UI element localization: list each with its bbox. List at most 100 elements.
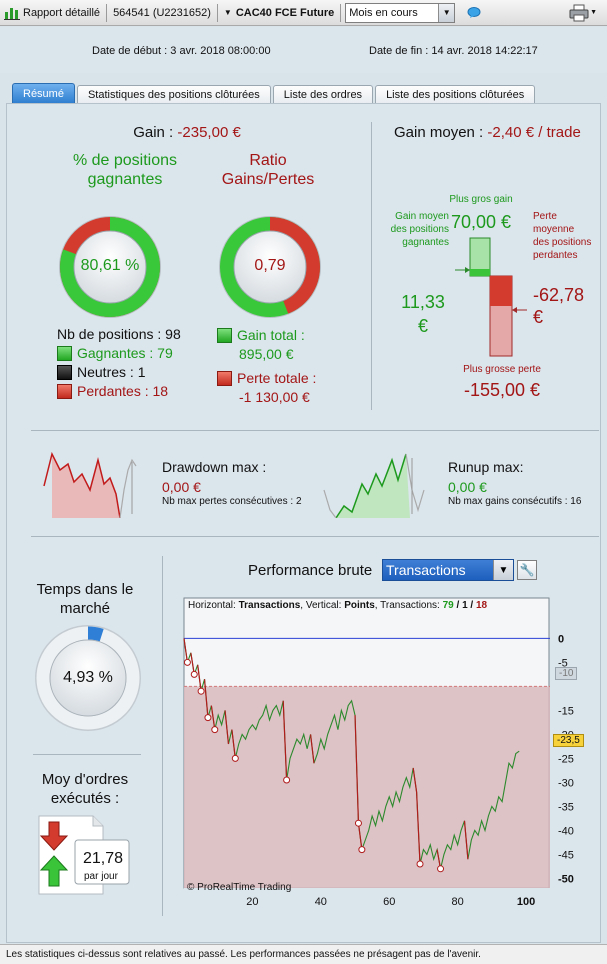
loss-segment bbox=[282, 700, 288, 781]
biggest-loss-value: -155,00 € bbox=[463, 380, 541, 400]
report-item[interactable]: Rapport détaillé bbox=[0, 0, 104, 26]
nb-positions: Nb de positions : 98 bbox=[57, 326, 181, 342]
section-divider bbox=[31, 430, 599, 431]
loss-marker bbox=[283, 776, 291, 784]
chevron-down-icon[interactable]: ▼ bbox=[438, 3, 455, 22]
wrench-icon: 🔧 bbox=[519, 563, 535, 577]
chart-header: Horizontal: Transactions, Vertical: Poin… bbox=[188, 600, 487, 611]
runup-sparkline bbox=[323, 453, 425, 518]
period-select-value: Mois en cours bbox=[349, 6, 418, 19]
gain-total: Gain total : 895,00 € bbox=[217, 326, 305, 364]
disclaimer-text: Les statistiques ci-dessus sont relative… bbox=[6, 949, 481, 960]
loss-marker bbox=[416, 860, 424, 868]
gain-label: Gain : bbox=[133, 124, 174, 141]
chart-header-vertical: Points bbox=[344, 600, 375, 611]
orders-value: 21,78 bbox=[83, 850, 124, 867]
y-tick-label: -45 bbox=[558, 849, 574, 861]
loss-segment bbox=[357, 823, 363, 850]
toolbar-separator bbox=[340, 3, 342, 22]
tab-summary[interactable]: Résumé bbox=[12, 83, 75, 103]
runup-label: Runup max: bbox=[448, 459, 524, 475]
bar-chart-icon bbox=[4, 7, 20, 20]
loss-segment bbox=[231, 729, 236, 759]
instrument-item[interactable]: ▼ CAC40 FCE Future bbox=[220, 0, 338, 26]
section-divider bbox=[162, 556, 163, 916]
chart-header-mid: , Vertical: bbox=[300, 600, 342, 611]
chart-header-neutral: 1 bbox=[462, 600, 468, 611]
print-button[interactable]: ▼ bbox=[565, 0, 601, 26]
winning-title: % de positions gagnantes bbox=[72, 152, 178, 188]
gain-loss-bars bbox=[455, 237, 527, 357]
threshold-label: -10 bbox=[555, 667, 578, 680]
chevron-down-icon[interactable]: ▼ bbox=[493, 560, 513, 580]
drawdown-label: Drawdown max : bbox=[162, 459, 267, 475]
loss-segment bbox=[412, 767, 418, 793]
chart-header-sep: / bbox=[456, 600, 460, 611]
market-time-ring bbox=[35, 625, 141, 731]
y-tick-label: -15 bbox=[558, 705, 574, 717]
chat-button[interactable] bbox=[463, 0, 485, 26]
tab-closed-positions-stats[interactable]: Statistiques des positions clôturées bbox=[76, 85, 271, 103]
drawdown-value: 0,00 € bbox=[162, 479, 201, 495]
loss-total: Perte totale : -1 130,00 € bbox=[217, 369, 316, 407]
y-tick-label: -25 bbox=[558, 753, 574, 765]
toolbar: Rapport détaillé 564541 (U2231652) ▼ CAC… bbox=[0, 0, 607, 26]
loss-segment bbox=[309, 734, 315, 764]
toolbar-separator bbox=[216, 3, 218, 22]
period-select[interactable]: Mois en cours ▼ bbox=[345, 2, 456, 23]
performance-label: Performance brute bbox=[248, 562, 373, 579]
loss-segment bbox=[463, 820, 469, 860]
y-tick-label: -35 bbox=[558, 801, 574, 813]
biggest-gain-label: Plus gros gain bbox=[449, 194, 513, 205]
gain-total-value: 895,00 € bbox=[239, 346, 294, 362]
winners-label: Gagnantes : 79 bbox=[77, 345, 173, 361]
neutral-label: Neutres : 1 bbox=[77, 364, 146, 380]
summary-panel: Gain : -235,00 € % de positions gagnante… bbox=[6, 103, 601, 943]
runup-value: 0,00 € bbox=[448, 479, 487, 495]
chart-header-wins: 79 bbox=[442, 600, 454, 611]
loss-total-value: -1 130,00 € bbox=[239, 389, 310, 405]
chart-header-horizontal: Transactions bbox=[238, 600, 301, 611]
account-label: 564541 (U2231652) bbox=[113, 6, 211, 19]
y-tick-label: -30 bbox=[558, 777, 574, 789]
end-date: Date de fin : 14 avr. 2018 14:22:17 bbox=[369, 45, 538, 57]
loss-marker bbox=[231, 754, 239, 762]
x-tick-label: 100 bbox=[517, 896, 535, 908]
drawdown-sub: Nb max pertes consécutives : 2 bbox=[162, 496, 302, 507]
account-item[interactable]: 564541 (U2231652) bbox=[109, 0, 215, 26]
performance-select[interactable]: Transactions ▼ bbox=[382, 559, 514, 581]
avg-gain-heading: Gain moyen : -2,40 € / trade bbox=[394, 124, 581, 141]
date-range: Date de début : 3 avr. 2018 08:00:00 Dat… bbox=[0, 27, 607, 73]
loss-marker bbox=[183, 658, 191, 666]
section-divider bbox=[371, 122, 372, 410]
caret-down-icon: ▼ bbox=[223, 8, 232, 17]
section-divider bbox=[31, 536, 599, 537]
tab-orders-list[interactable]: Liste des ordres bbox=[272, 85, 374, 103]
instrument-label: CAC40 FCE Future bbox=[235, 6, 335, 19]
orders-title: Moy d'ordres exécutés : bbox=[41, 771, 129, 807]
loss-segment bbox=[203, 679, 209, 718]
avg-win-value: 11,33 € bbox=[401, 292, 445, 336]
tab-closed-positions-list[interactable]: Liste des positions clôturées bbox=[375, 85, 536, 103]
red-square-icon bbox=[57, 384, 72, 399]
status-bar: Les statistiques ci-dessus sont relative… bbox=[0, 944, 607, 964]
loss-marker bbox=[354, 819, 362, 827]
biggest-loss-label: Plus grosse perte bbox=[463, 364, 541, 375]
caret-down-icon: ▼ bbox=[590, 9, 597, 16]
y-tick-label: -50 bbox=[558, 873, 574, 885]
start-date: Date de début : 3 avr. 2018 08:00:00 bbox=[92, 45, 271, 57]
chart-header-prefix: Horizontal: bbox=[188, 600, 236, 611]
avg-loss-label: Perte moyenne des positions perdantes bbox=[533, 211, 592, 261]
drawdown-sparkline bbox=[43, 451, 137, 518]
performance-select-value: Transactions bbox=[386, 562, 466, 578]
x-tick-label: 60 bbox=[383, 896, 395, 908]
chart-settings-button[interactable]: 🔧 bbox=[517, 560, 537, 580]
report-title: Rapport détaillé bbox=[23, 6, 101, 19]
biggest-gain-value: 70,00 € bbox=[450, 212, 512, 232]
loss-marker bbox=[190, 670, 198, 678]
green-square-icon bbox=[57, 346, 72, 361]
gain-value: -235,00 € bbox=[177, 124, 241, 141]
avg-win-label: Gain moyen des positions gagnantes bbox=[390, 211, 449, 248]
chart-header-sep: / bbox=[470, 600, 474, 611]
loss-segment bbox=[190, 652, 195, 675]
